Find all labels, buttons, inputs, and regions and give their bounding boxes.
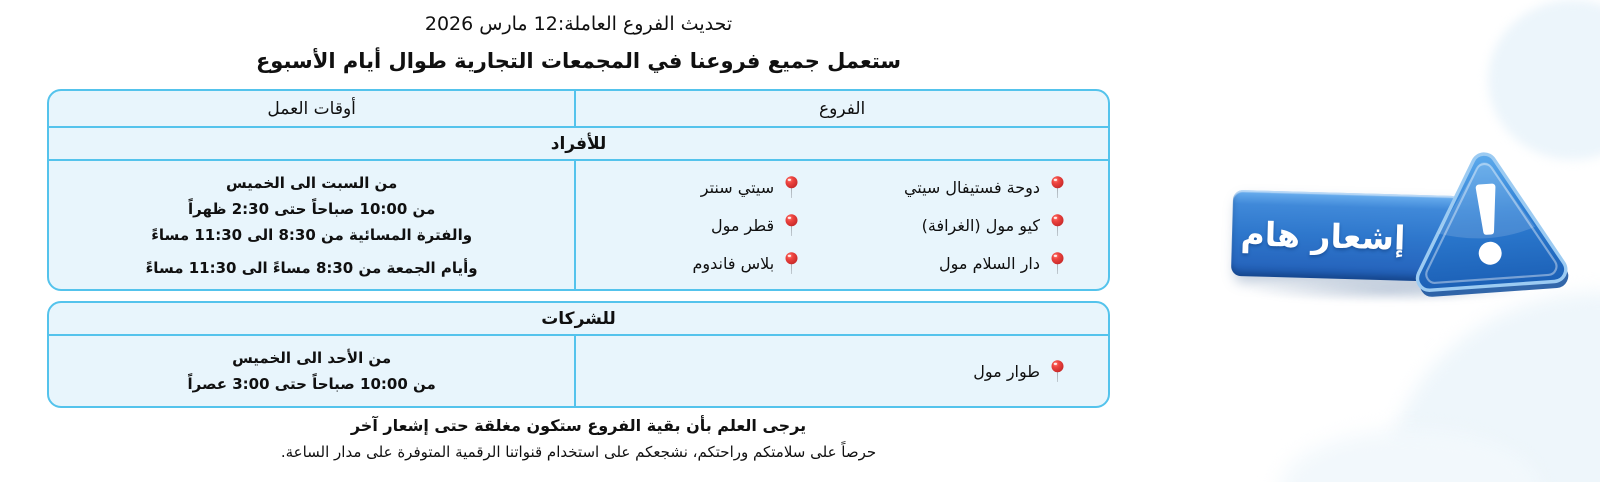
individuals-table: الفروع أوقات العمل للأفراد دوحة فستيفال … [47, 89, 1110, 291]
map-pin-icon [1051, 214, 1064, 237]
footer-digital-channels-note: حرصاً على سلامتكم وراحتكم، نشجعكم على اس… [280, 443, 877, 461]
map-pin-icon [1051, 176, 1064, 199]
exclamation-triangle-icon [1415, 152, 1569, 297]
branch-label: سيتي سنتر [700, 177, 775, 197]
branches-column-header: الفروع [574, 91, 1108, 126]
branch-item: بلاس فاندوم [576, 252, 798, 275]
branch-label: قطر مول [710, 215, 775, 235]
companies-branches-cell: طوار مول [574, 336, 1108, 406]
hours-column-header: أوقات العمل [267, 98, 356, 119]
branch-label: دار السلام مول [939, 253, 1040, 273]
branch-item: دار السلام مول [842, 252, 1064, 275]
hours-line: من السبت الى الخميس [225, 173, 398, 192]
branch-label: دوحة فستيفال سيتي [903, 177, 1040, 197]
branch-label: كيو مول (الغرافة) [921, 215, 1040, 235]
companies-hours-cell: من الأحد الى الخميس من 10:00 صباحاً حتى … [49, 336, 574, 406]
branch-column-primary: طوار مول [842, 360, 1108, 383]
branch-item: سيتي سنتر [576, 176, 798, 199]
branch-item: قطر مول [576, 214, 798, 237]
page-title: تحديث الفروع العاملة:12 مارس 2026 [424, 13, 733, 35]
page-subtitle: ستعمل جميع فروعنا في المجمعات التجارية ط… [255, 49, 902, 73]
branch-label: بلاس فاندوم [692, 253, 775, 273]
map-pin-icon [785, 252, 798, 275]
branch-item: طوار مول [842, 360, 1064, 383]
branch-column-secondary: سيتي سنتر قطر مول بلاس فاندوم [576, 176, 842, 275]
branch-item: دوحة فستيفال سيتي [842, 176, 1064, 199]
map-pin-icon [785, 214, 798, 237]
individuals-section-header: للأفراد [49, 128, 1108, 161]
friday-hours-line: وأيام الجمعة من 8:30 مساءً الى 11:30 مسا… [145, 258, 478, 277]
individuals-branches-cell: دوحة فستيفال سيتي كيو مول (الغرافة) دار … [574, 161, 1108, 289]
important-notice-badge: إشعار هام [1230, 152, 1572, 310]
companies-table: للشركات طوار مول من الأحد الى ال [47, 301, 1110, 408]
footer-note: يرجى العلم بأن بقية الفروع ستكون مغلقة ح… [47, 414, 1110, 465]
branch-label: طوار مول [973, 361, 1040, 381]
companies-section-header: للشركات [49, 303, 1108, 336]
main-content: تحديث الفروع العاملة:12 مارس 2026 ستعمل … [47, 10, 1110, 465]
map-pin-icon [1051, 252, 1064, 275]
footer-closed-notice: يرجى العلم بأن بقية الفروع ستكون مغلقة ح… [350, 416, 807, 435]
hours-line: من الأحد الى الخميس [232, 349, 392, 367]
branch-column-primary: دوحة فستيفال سيتي كيو مول (الغرافة) دار … [842, 176, 1108, 275]
map-pin-icon [1051, 360, 1064, 383]
branch-item: كيو مول (الغرافة) [842, 214, 1064, 237]
map-pin-icon [785, 176, 798, 199]
table-header-row: الفروع أوقات العمل [49, 91, 1108, 128]
hours-line: من 10:00 صباحاً حتى 3:00 عصراً [187, 375, 436, 393]
hours-line: من 10:00 صباحاً حتى 2:30 ظهراً [188, 199, 436, 218]
background-blob [1488, 0, 1600, 160]
individuals-hours-cell: من السبت الى الخميس من 10:00 صباحاً حتى … [49, 161, 574, 289]
hours-line: والفترة المسائية من 8:30 الى 11:30 مساءً [151, 225, 473, 244]
badge-label: إشعار هام [1240, 213, 1406, 258]
companies-body-row: طوار مول من الأحد الى الخميس من 10:00 صب… [49, 336, 1108, 406]
individuals-body-row: دوحة فستيفال سيتي كيو مول (الغرافة) دار … [49, 161, 1108, 289]
